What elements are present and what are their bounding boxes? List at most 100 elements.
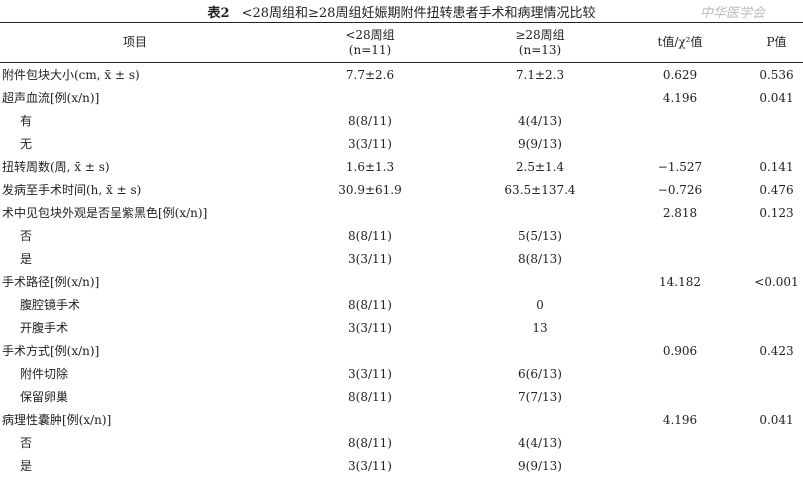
header-item-label: 项目 <box>122 35 147 49</box>
table-label: 表2 <box>207 6 230 21</box>
header-statistic-label: t值/χ²值 <box>657 35 703 49</box>
cell-p-value <box>750 132 803 155</box>
cell-p-value: 0.476 <box>759 182 794 197</box>
cell-statistic <box>610 454 750 477</box>
cell-p-value <box>750 454 803 477</box>
cell-ge28: 7.1±2.3 <box>515 67 565 82</box>
cell-ge28: 6(6/13) <box>518 366 562 381</box>
header-group-lt28-label: <28周组 <box>345 27 395 42</box>
table-row: 有 8(8/11) 4(4/13) <box>0 109 803 132</box>
row-item: 有 <box>20 114 33 128</box>
cell-statistic: −0.726 <box>657 182 703 197</box>
cell-ge28: 4(4/13) <box>518 113 562 128</box>
table-row: 病理性囊肿[例(x/n)] 4.196 0.041 <box>0 408 803 431</box>
row-item: 是 <box>20 252 33 266</box>
table-row: 开腹手术 3(3/11) 13 <box>0 316 803 339</box>
cell-lt28: 3(3/11) <box>348 320 392 335</box>
row-item: 腹腔镜手术 <box>20 298 81 312</box>
cell-p-value <box>750 247 803 270</box>
cell-lt28 <box>270 86 470 109</box>
cell-ge28: 4(4/13) <box>518 435 562 450</box>
cell-ge28: 9(9/13) <box>518 136 562 151</box>
cell-ge28 <box>470 201 610 224</box>
cell-p-value: 0.041 <box>759 90 794 105</box>
cell-p-value <box>750 385 803 408</box>
cell-p-value <box>750 293 803 316</box>
cell-p-value <box>750 109 803 132</box>
cell-lt28: 8(8/11) <box>348 228 392 243</box>
cell-p-value <box>750 431 803 454</box>
row-item: 病理性囊肿[例(x/n)] <box>2 413 112 427</box>
row-item: 附件切除 <box>20 367 69 381</box>
header-group-ge28: ≥28周组 (n=13) <box>470 23 610 63</box>
cell-statistic <box>610 385 750 408</box>
header-p-value-label: P值 <box>766 35 787 49</box>
row-item: 超声血流[例(x/n)] <box>2 91 100 105</box>
cell-lt28 <box>270 408 470 431</box>
cell-statistic <box>610 247 750 270</box>
row-item: 手术路径[例(x/n)] <box>2 275 100 289</box>
table-row: 附件切除 3(3/11) 6(6/13) <box>0 362 803 385</box>
cell-ge28 <box>470 86 610 109</box>
table-caption: <28周组和≥28周组妊娠期附件扭转患者手术和病理情况比较 <box>241 6 596 21</box>
cell-p-value: <0.001 <box>754 274 799 289</box>
cell-statistic: 2.818 <box>662 205 698 220</box>
cell-p-value <box>750 316 803 339</box>
cell-ge28 <box>470 339 610 362</box>
table-row: 手术方式[例(x/n)] 0.906 0.423 <box>0 339 803 362</box>
row-item: 开腹手术 <box>20 321 69 335</box>
watermark: 中华医学会 <box>700 6 766 21</box>
cell-p-value <box>750 224 803 247</box>
cell-statistic: 0.906 <box>662 343 698 358</box>
cell-lt28: 3(3/11) <box>348 136 392 151</box>
cell-statistic <box>610 431 750 454</box>
cell-p-value: 0.141 <box>759 159 794 174</box>
cell-statistic <box>610 132 750 155</box>
cell-ge28: 8(8/13) <box>518 251 562 266</box>
table-row: 手术路径[例(x/n)] 14.182 <0.001 <box>0 270 803 293</box>
header-statistic: t值/χ²值 <box>610 23 750 63</box>
table-row: 否 8(8/11) 5(5/13) <box>0 224 803 247</box>
row-item: 是 <box>20 459 33 473</box>
cell-ge28: 7(7/13) <box>518 389 562 404</box>
row-item: 发病至手术时间(h, x̄ ± s) <box>2 183 142 197</box>
header-group-ge28-n: (n=13) <box>518 42 562 57</box>
cell-statistic <box>610 362 750 385</box>
cell-statistic: −1.527 <box>657 159 703 174</box>
cell-lt28: 8(8/11) <box>348 297 392 312</box>
table-row: 腹腔镜手术 8(8/11) 0 <box>0 293 803 316</box>
cell-statistic <box>610 293 750 316</box>
cell-lt28: 8(8/11) <box>348 389 392 404</box>
table-title: 表2 <28周组和≥28周组妊娠期附件扭转患者手术和病理情况比较 <box>0 2 803 21</box>
table-row: 附件包块大小(cm, x̄ ± s) 7.7±2.6 7.1±2.3 0.629 0.5… <box>0 63 803 87</box>
cell-ge28: 9(9/13) <box>518 458 562 473</box>
row-item: 手术方式[例(x/n)] <box>2 344 100 358</box>
header-group-lt28: <28周组 (n=11) <box>270 23 470 63</box>
cell-lt28 <box>270 270 470 293</box>
cell-lt28: 8(8/11) <box>348 435 392 450</box>
cell-statistic: 4.196 <box>662 412 698 427</box>
cell-lt28: 3(3/11) <box>348 366 392 381</box>
row-item: 保留卵巢 <box>20 390 69 404</box>
cell-ge28: 13 <box>532 320 548 335</box>
cell-statistic: 14.182 <box>659 274 701 289</box>
cell-statistic <box>610 316 750 339</box>
table-row: 否 8(8/11) 4(4/13) <box>0 431 803 454</box>
row-item: 术中见包块外观是否呈紫黑色[例(x/n)] <box>2 206 208 220</box>
row-item: 否 <box>20 229 33 243</box>
table-row: 发病至手术时间(h, x̄ ± s) 30.9±61.9 63.5±137.4 −0.… <box>0 178 803 201</box>
table-row: 超声血流[例(x/n)] 4.196 0.041 <box>0 86 803 109</box>
cell-statistic: 4.196 <box>662 90 698 105</box>
cell-ge28 <box>470 408 610 431</box>
header-row: 项目 <28周组 (n=11) ≥28周组 (n=13) t值/χ²值 P值 <box>0 22 803 63</box>
row-item: 否 <box>20 436 33 450</box>
row-item: 附件包块大小(cm, x̄ ± s) <box>2 68 140 82</box>
cell-statistic <box>610 109 750 132</box>
cell-p-value: 0.536 <box>759 67 794 82</box>
cell-lt28: 8(8/11) <box>348 113 392 128</box>
cell-lt28 <box>270 201 470 224</box>
cell-statistic: 0.629 <box>662 67 698 82</box>
cell-lt28: 3(3/11) <box>348 251 392 266</box>
table-row: 是 3(3/11) 8(8/13) <box>0 247 803 270</box>
cell-statistic <box>610 224 750 247</box>
